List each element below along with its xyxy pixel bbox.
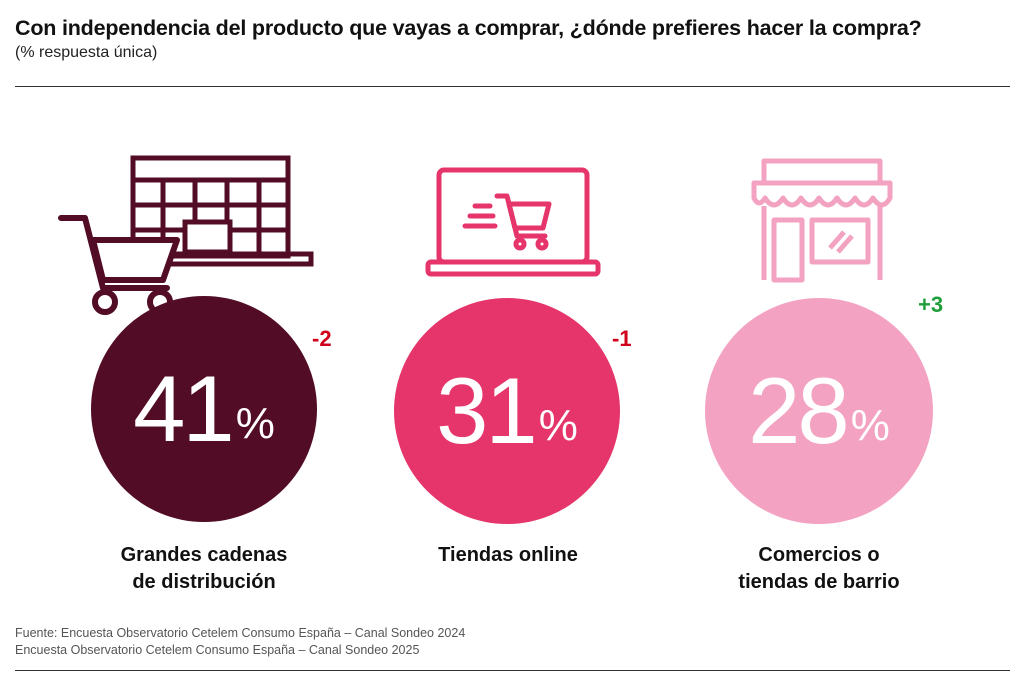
value-comercios-barrio: 28: [748, 358, 850, 463]
label-comercios-barrio-line1: Comercios o: [758, 544, 880, 566]
unit-grandes-cadenas: %: [235, 399, 275, 448]
label-grandes-cadenas: Grandes cadenas de distribución: [74, 542, 334, 596]
value-tiendas-online: 31: [436, 358, 538, 463]
top-divider: [15, 86, 1010, 87]
bubble-grandes-cadenas: 41%: [91, 296, 317, 522]
unit-tiendas-online: %: [538, 401, 578, 450]
source-line-1: Fuente: Encuesta Observatorio Cetelem Co…: [15, 626, 466, 640]
label-grandes-cadenas-line2: de distribución: [132, 571, 276, 593]
bottom-divider: [15, 670, 1010, 671]
label-comercios-barrio: Comercios o tiendas de barrio: [689, 542, 949, 596]
source-line-2: Encuesta Observatorio Cetelem Consumo Es…: [15, 643, 420, 657]
label-tiendas-online-line1: Tiendas online: [438, 544, 578, 566]
label-tiendas-online: Tiendas online: [378, 542, 638, 569]
delta-comercios-barrio: +3: [918, 292, 944, 317]
unit-comercios-barrio: %: [850, 401, 890, 450]
value-grandes-cadenas: 41: [133, 356, 235, 461]
chart-title: Con independencia del producto que vayas…: [15, 16, 922, 40]
delta-grandes-cadenas: -2: [312, 326, 332, 351]
bubble-tiendas-online: 31%: [394, 298, 620, 524]
bubble-comercios-barrio: 28%: [705, 298, 933, 524]
laptop-cart-icon: [425, 167, 601, 277]
label-comercios-barrio-line2: tiendas de barrio: [738, 571, 900, 593]
local-shop-icon: [751, 158, 893, 283]
label-grandes-cadenas-line1: Grandes cadenas: [120, 544, 288, 566]
delta-tiendas-online: -1: [612, 326, 632, 351]
chart-subtitle: (% respuesta única): [15, 44, 158, 61]
